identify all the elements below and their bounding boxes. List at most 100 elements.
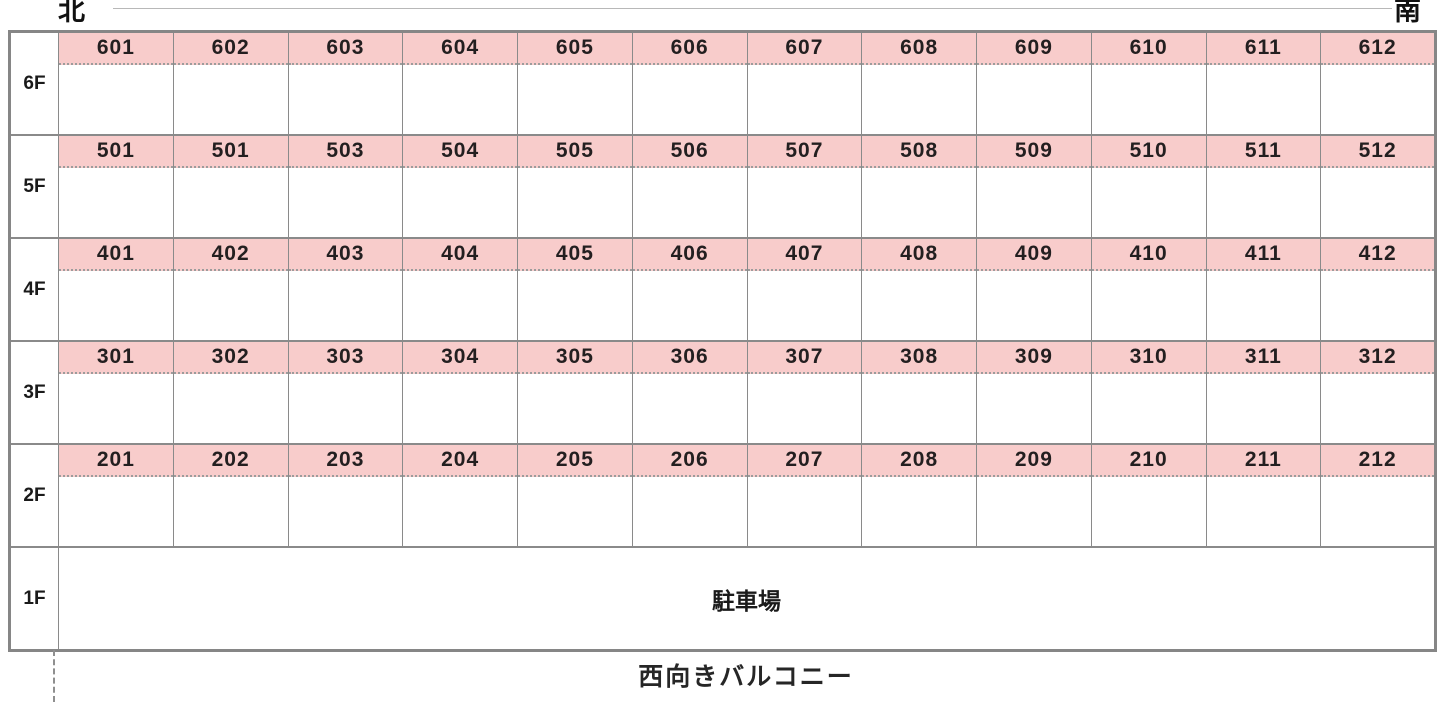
floor-label-5f: 5F [9, 134, 59, 239]
room-cell: 604 [402, 30, 518, 136]
room-number-band: 404 [403, 239, 517, 271]
room-number-band: 408 [862, 239, 976, 271]
room-number-band: 409 [977, 239, 1091, 271]
room-cell: 208 [861, 443, 977, 548]
room-number-band: 512 [1321, 136, 1434, 168]
room-cell: 307 [746, 340, 863, 445]
balcony-label: 西向きバルコニー [638, 663, 854, 691]
room-cell: 512 [1320, 134, 1436, 239]
room-cell: 504 [402, 134, 518, 239]
room-number-band: 511 [1206, 136, 1321, 168]
room-number-band: 210 [1091, 445, 1206, 477]
room-number-band: 609 [977, 33, 1091, 65]
room-cell: 305 [517, 340, 633, 445]
room-number-band: 212 [1321, 445, 1434, 477]
room-cell: 204 [402, 443, 518, 548]
room-cell: 312 [1320, 340, 1436, 445]
room-cell: 206 [631, 443, 748, 548]
room-cell: 211 [1205, 443, 1322, 548]
room-cell: 303 [287, 340, 404, 445]
floor-label-1f: 1F [9, 546, 59, 652]
building-layout-table: 6F 601 602 603 604 605 606 607 608 609 610 611 612 5F… [8, 30, 1437, 652]
room-number-band: 312 [1321, 342, 1434, 374]
room-number-band: 204 [403, 445, 517, 477]
room-cell: 306 [631, 340, 748, 445]
room-number-band: 505 [518, 136, 632, 168]
room-number-band: 305 [518, 342, 632, 374]
floor-row-1f: 1F 駐車場 [9, 546, 1436, 652]
floor-row-3f: 3F 301 302 303 304 305 306 307 308 309 310 311 312 [9, 340, 1436, 445]
room-cell: 412 [1320, 237, 1436, 342]
room-cell: 601 [58, 30, 174, 136]
room-number-band: 503 [288, 136, 403, 168]
room-cell: 608 [861, 30, 977, 136]
room-number-band: 311 [1206, 342, 1321, 374]
room-number-band: 501 [59, 136, 173, 168]
room-number-band: 205 [518, 445, 632, 477]
room-cell: 309 [976, 340, 1092, 445]
room-number-band: 301 [59, 342, 173, 374]
room-number-band: 412 [1321, 239, 1434, 271]
room-number-band: 406 [632, 239, 747, 271]
room-number-band: 407 [747, 239, 862, 271]
room-number-band: 304 [403, 342, 517, 374]
room-number-band: 605 [518, 33, 632, 65]
floors-body: 6F 601 602 603 604 605 606 607 608 609 610 611 612 5F… [9, 30, 1436, 652]
room-cell: 403 [287, 237, 404, 342]
room-number-band: 201 [59, 445, 173, 477]
room-cell: 210 [1090, 443, 1207, 548]
room-number-band: 209 [977, 445, 1091, 477]
room-cell: 610 [1090, 30, 1207, 136]
room-cell: 406 [631, 237, 748, 342]
floor-label-2f: 2F [9, 443, 59, 548]
room-cell: 507 [746, 134, 863, 239]
room-number-band: 405 [518, 239, 632, 271]
room-number-band: 610 [1091, 33, 1206, 65]
room-number-band: 604 [403, 33, 517, 65]
room-cell: 311 [1205, 340, 1322, 445]
room-cell: 405 [517, 237, 633, 342]
room-number-band: 211 [1206, 445, 1321, 477]
room-number-band: 506 [632, 136, 747, 168]
room-number-band: 504 [403, 136, 517, 168]
room-cell: 202 [172, 443, 289, 548]
floor-label-4f: 4F [9, 237, 59, 342]
room-cell: 511 [1205, 134, 1322, 239]
room-cell: 203 [287, 443, 404, 548]
room-number-band: 308 [862, 342, 976, 374]
room-cell: 410 [1090, 237, 1207, 342]
room-number-band: 203 [288, 445, 403, 477]
floor-row-2f: 2F 201 202 203 204 205 206 207 208 209 210 211 212 [9, 443, 1436, 548]
room-number-band: 306 [632, 342, 747, 374]
room-number-band: 307 [747, 342, 862, 374]
room-cell: 207 [746, 443, 863, 548]
room-cell: 603 [287, 30, 404, 136]
room-number-band: 608 [862, 33, 976, 65]
room-cell: 611 [1205, 30, 1322, 136]
room-cell: 404 [402, 237, 518, 342]
top-guide-line [113, 8, 1392, 9]
room-cell: 607 [746, 30, 863, 136]
room-cell: 212 [1320, 443, 1436, 548]
room-number-band: 310 [1091, 342, 1206, 374]
room-cell: 302 [172, 340, 289, 445]
compass-south-label: 南 [1394, 0, 1421, 26]
parking-area-cell: 駐車場 [58, 546, 1436, 652]
room-number-band: 401 [59, 239, 173, 271]
room-number-band: 411 [1206, 239, 1321, 271]
room-cell: 609 [976, 30, 1092, 136]
room-cell: 201 [58, 443, 174, 548]
room-number-band: 602 [173, 33, 288, 65]
floor-row-6f: 6F 601 602 603 604 605 606 607 608 609 610 611 612 [9, 30, 1436, 136]
room-number-band: 606 [632, 33, 747, 65]
compass-north-label: 北 [58, 0, 85, 26]
room-number-band: 402 [173, 239, 288, 271]
room-cell: 205 [517, 443, 633, 548]
room-number-band: 202 [173, 445, 288, 477]
room-cell: 508 [861, 134, 977, 239]
room-number-band: 303 [288, 342, 403, 374]
room-cell: 606 [631, 30, 748, 136]
room-cell: 505 [517, 134, 633, 239]
room-cell: 503 [287, 134, 404, 239]
floor-label-6f: 6F [9, 30, 59, 136]
